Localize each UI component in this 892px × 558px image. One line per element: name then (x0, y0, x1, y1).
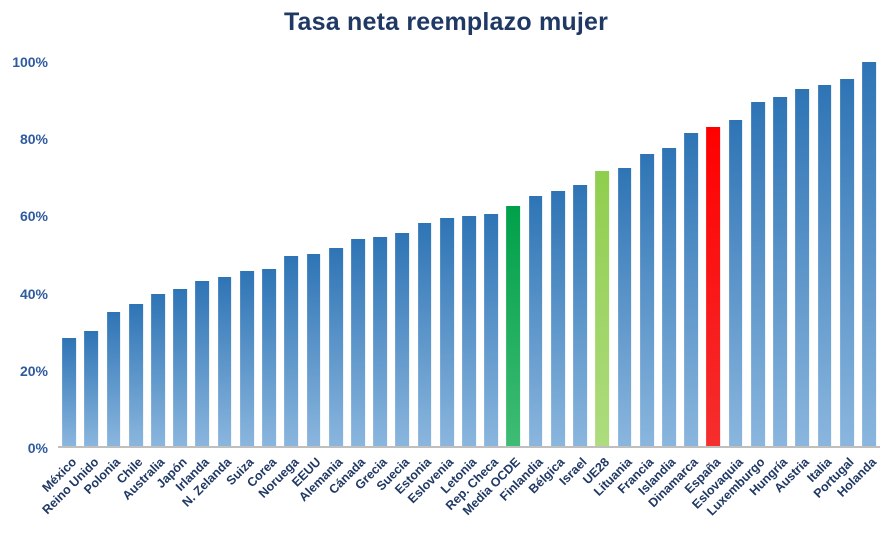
bar-slot-luxemburgo: Luxemburgo (704, 62, 769, 518)
bar-slot-eslovaquia: Eslovaquia (689, 62, 747, 512)
bar-dinamarca (684, 133, 699, 446)
bar-n-zelanda (217, 277, 232, 446)
bar-slot-grecia: Grecia (353, 62, 391, 492)
bar-eslovaquia (728, 119, 743, 446)
bar-australia (151, 294, 165, 446)
bar-slot-lituania: Lituania (591, 62, 635, 499)
bar-mexico (62, 338, 76, 446)
bar-media-ocde (506, 206, 521, 446)
bar-canada (351, 238, 365, 446)
bar-eslovenia (439, 217, 454, 446)
bar-slot-austria: Austria (772, 62, 813, 495)
bar-slot-suiza: Suiza (224, 62, 258, 488)
bar-slot-holanda: Holanda (834, 62, 880, 500)
chart-body: 0% 20% 40% 60% 80% 100% México Reino Unido Polo… (12, 54, 880, 518)
bar-luxemburgo (751, 102, 765, 446)
bar-finlandia (528, 196, 543, 446)
bar-slot-eeuu: EEUU (289, 62, 324, 489)
bar-slot-media-ocde: Media OCDE (460, 62, 524, 518)
y-axis-tick-label: 20% (19, 362, 48, 379)
bar-slot-francia: Francia (615, 62, 658, 496)
bar-hungria (773, 96, 787, 446)
y-axis-tick-label: 80% (19, 131, 48, 148)
bar-noruega (284, 255, 299, 446)
bar-slot-reino-unido: Reino Unido (39, 62, 102, 517)
bar-slot-hungria: Hungría (747, 62, 791, 498)
plot-area: México Reino Unido Polonia Chile Australia Ja… (39, 62, 880, 518)
bar-corea (262, 269, 276, 446)
bar-slot-islandia: Islandia (636, 62, 680, 498)
bar-slot-portugal: Portugal (811, 62, 858, 501)
bar-slot-estonia: Estonia (393, 62, 436, 497)
bar-francia (639, 154, 654, 446)
bar-eeuu (306, 254, 321, 446)
bar-italia (817, 85, 832, 446)
bar-slot-dinamarca: Dinamarca (646, 62, 702, 510)
bar-japon (173, 288, 188, 446)
bar-slot-australia: Australia (120, 62, 169, 503)
bar-slot-chile: Chile (114, 62, 147, 487)
y-axis-tick-label: 0% (27, 440, 48, 456)
bar-slot-espana: España (682, 62, 724, 496)
bar-slot-suecia: Suecia (374, 62, 413, 493)
bar-reino-unido (84, 330, 99, 446)
bar-slot-israel: Israel (557, 62, 591, 488)
y-axis-tick-label: 100% (12, 54, 48, 70)
bar-lituania (617, 167, 632, 446)
bar-austria (795, 88, 810, 446)
bar-grecia (373, 236, 388, 446)
bar-slot-polonia: Polonia (82, 62, 124, 497)
bar-slot-corea: Corea (244, 62, 280, 490)
bar-slot-letonia: Letonia (438, 62, 480, 496)
bar-slot-alemania: Alemania (296, 62, 347, 504)
y-axis-tick-label: 60% (19, 208, 48, 225)
bar-ue28 (595, 171, 610, 446)
bar-suecia (395, 232, 410, 446)
bar-slot-mexico: México (39, 62, 80, 495)
bar-slot-belgica: Bélgica (526, 62, 569, 496)
bar-slot-ue28: UE28 (580, 62, 613, 487)
chart-title: Tasa neta reemplazo mujer (283, 8, 609, 36)
bar-slot-eslovenia: Eslovenia (406, 62, 458, 506)
bar-belgica (551, 190, 565, 446)
y-axis: 0% 20% 40% 60% 80% 100% (6, 54, 54, 456)
bar-chile (128, 303, 143, 446)
bar-polonia (106, 311, 121, 446)
bar-slot-finlandia: Finlandia (497, 62, 547, 504)
bar-letonia (462, 215, 476, 446)
bar-holanda (862, 62, 876, 446)
bar-slot-n-zelanda: N. Zelanda (180, 62, 236, 510)
bar-suiza (239, 271, 254, 446)
bar-slot-canada: Cánada (326, 62, 369, 497)
bar-slot-japon: Japón (154, 62, 191, 491)
bar-slot-noruega: Noruega (255, 62, 302, 501)
bar-alemania (328, 248, 343, 446)
bar-israel (573, 184, 588, 446)
bar-irlanda (195, 280, 210, 446)
bar-rep-checa (484, 213, 499, 446)
bar-espana (706, 127, 721, 446)
bar-portugal (839, 79, 854, 446)
bar-slot-italia: Italia (804, 62, 835, 485)
bar-slot-rep-checa: Rep. Checa (443, 62, 502, 513)
bar-estonia (417, 223, 432, 446)
bar-slot-irlanda: Irlanda (173, 62, 213, 494)
y-axis-tick-label: 40% (19, 285, 48, 302)
bar-islandia (662, 148, 676, 446)
